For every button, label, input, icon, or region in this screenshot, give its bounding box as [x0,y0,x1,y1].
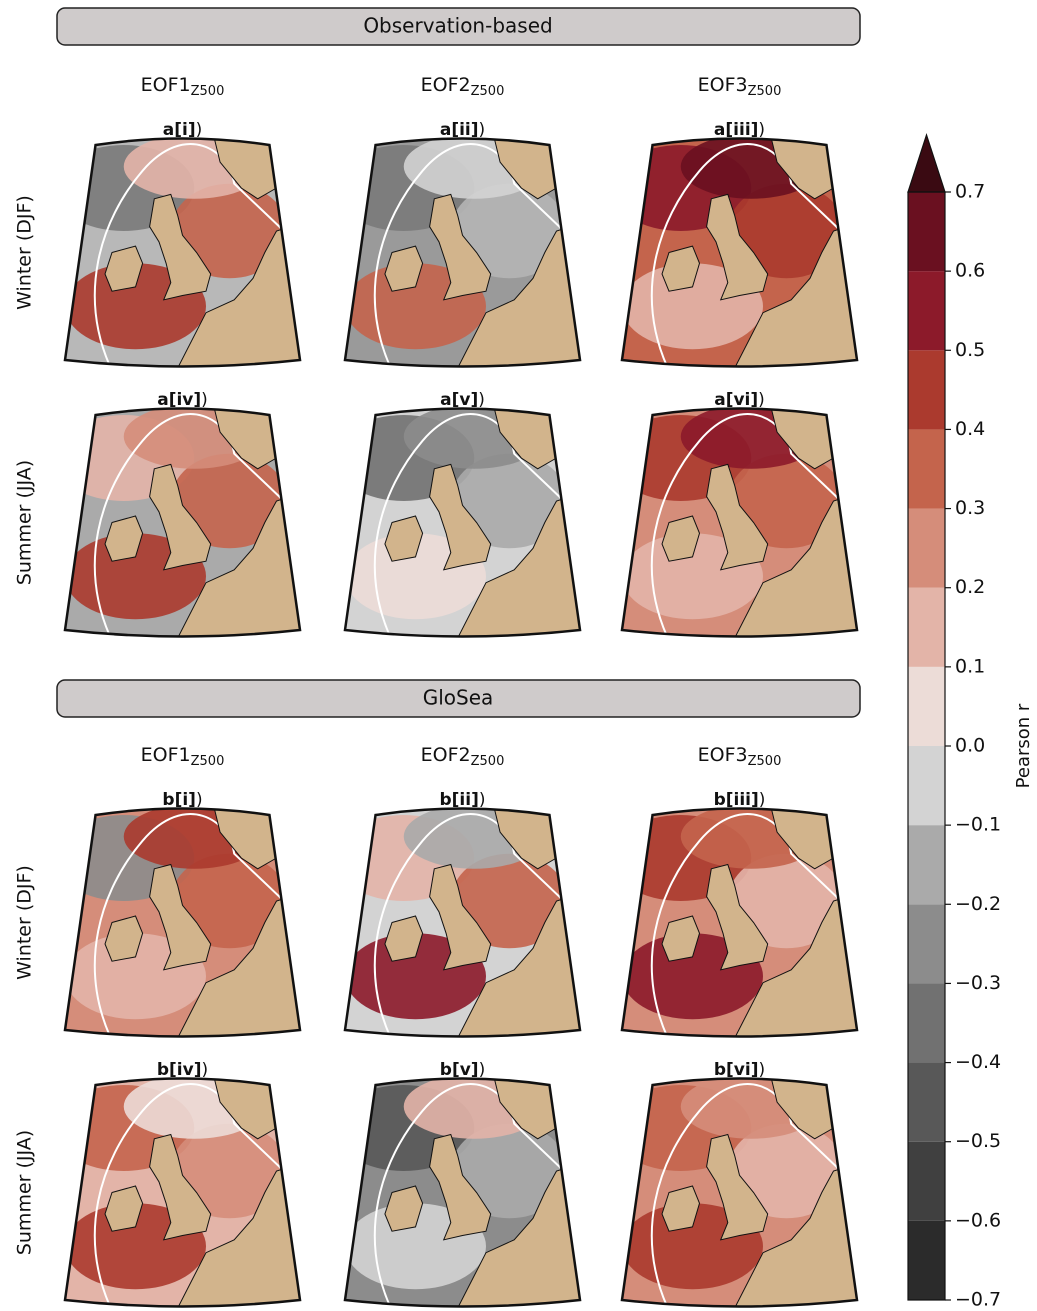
panel-label-paren: ) [478,390,485,410]
panel-label-paren: ) [196,790,203,810]
panel-label: b[iii]) [714,790,766,810]
panel-label: a[i]) [163,120,202,140]
panel-label-paren: ) [479,790,486,810]
panel-label-bold: b[i] [162,790,196,810]
panel-label: b[v]) [440,1060,485,1080]
tick-label: 0.4 [955,418,985,440]
column-header: EOF3Z500 [698,74,782,99]
row-label: Winter (DJF) [14,195,36,310]
color-band [908,350,945,429]
panel-label-paren: ) [201,390,208,410]
tick-label: −0.2 [955,893,1001,915]
panel-label-paren: ) [758,390,765,410]
column-header: EOF2Z500 [421,744,505,769]
color-band [908,1221,945,1300]
row-label: Summer (JJA) [14,460,36,585]
tick-label: −0.3 [955,972,1001,994]
column-sub: Z500 [748,754,782,769]
color-band [908,1142,945,1221]
panel-label-bold: a[i] [163,120,196,140]
color-band [908,746,945,825]
panel-label: b[ii]) [439,790,485,810]
tick-label: −0.1 [955,814,1001,836]
row-label: Winter (DJF) [14,865,36,980]
panel-label-paren: ) [201,1060,208,1080]
tick-label: −0.7 [955,1289,1001,1311]
map [610,1064,869,1311]
column-header: EOF2Z500 [421,74,505,99]
panel-label: a[iii]) [714,120,765,140]
panel-label-paren: ) [758,120,765,140]
panel-label-bold: a[v] [440,390,478,410]
panel-label: b[iv]) [157,1060,208,1080]
tick-label: −0.6 [955,1209,1001,1231]
panel-label-bold: b[ii] [439,790,478,810]
tick-label: 0.0 [955,735,985,757]
column-header: EOF3Z500 [698,744,782,769]
map [333,1064,592,1311]
column-main: EOF3 [698,74,748,96]
column-header: EOF1Z500 [141,744,225,769]
colorbar-label: Pearson r [1013,703,1034,788]
panel-label-paren: ) [759,790,766,810]
section-title: GloSea [423,686,494,710]
panel-label-paren: ) [479,120,486,140]
color-band [908,271,945,350]
map [53,1064,312,1311]
column-header: EOF1Z500 [141,74,225,99]
panel-label: b[i]) [162,790,202,810]
column-sub: Z500 [748,84,782,99]
tick-label: −0.5 [955,1130,1001,1152]
panel-label-bold: b[iv] [157,1060,202,1080]
column-main: EOF2 [421,74,471,96]
panel-label-paren: ) [479,1060,486,1080]
panel-label: a[iv]) [157,390,208,410]
panel-label-bold: a[ii] [440,120,479,140]
tick-label: 0.6 [955,260,985,282]
tick-label: 0.1 [955,655,985,677]
tick-label: 0.3 [955,497,985,519]
panel-label: a[vi]) [714,390,765,410]
column-main: EOF3 [698,744,748,766]
column-sub: Z500 [471,84,505,99]
tick-label: 0.5 [955,339,985,361]
panel-label-bold: a[vi] [714,390,758,410]
color-band [908,904,945,983]
figure: Observation-basedEOF1Z500EOF2Z500EOF3Z50… [0,0,1037,1311]
color-band [908,667,945,746]
column-main: EOF1 [141,74,191,96]
color-band [908,588,945,667]
panel-label-bold: b[v] [440,1060,479,1080]
color-band [908,983,945,1062]
column-sub: Z500 [191,84,225,99]
color-band [908,509,945,588]
panel-label-paren: ) [758,1060,765,1080]
panel-label-bold: a[iii] [714,120,759,140]
tick-label: 0.7 [955,181,985,203]
panel-label-bold: a[iv] [157,390,201,410]
color-band [908,192,945,271]
column-main: EOF1 [141,744,191,766]
section-title: Observation-based [363,14,552,38]
row-label: Summer (JJA) [14,1130,36,1255]
panel-label: a[v]) [440,390,485,410]
color-band [908,825,945,904]
tick-label: 0.2 [955,576,985,598]
color-band [908,1063,945,1142]
panel-label-bold: b[iii] [714,790,759,810]
panel-label-paren: ) [196,120,203,140]
panel-label-bold: b[vi] [714,1060,759,1080]
panel-label: a[ii]) [440,120,485,140]
panel-label: b[vi]) [714,1060,765,1080]
column-sub: Z500 [471,754,505,769]
column-main: EOF2 [421,744,471,766]
column-sub: Z500 [191,754,225,769]
tick-label: −0.4 [955,1051,1001,1073]
color-band [908,429,945,508]
extend-arrow [908,135,945,192]
